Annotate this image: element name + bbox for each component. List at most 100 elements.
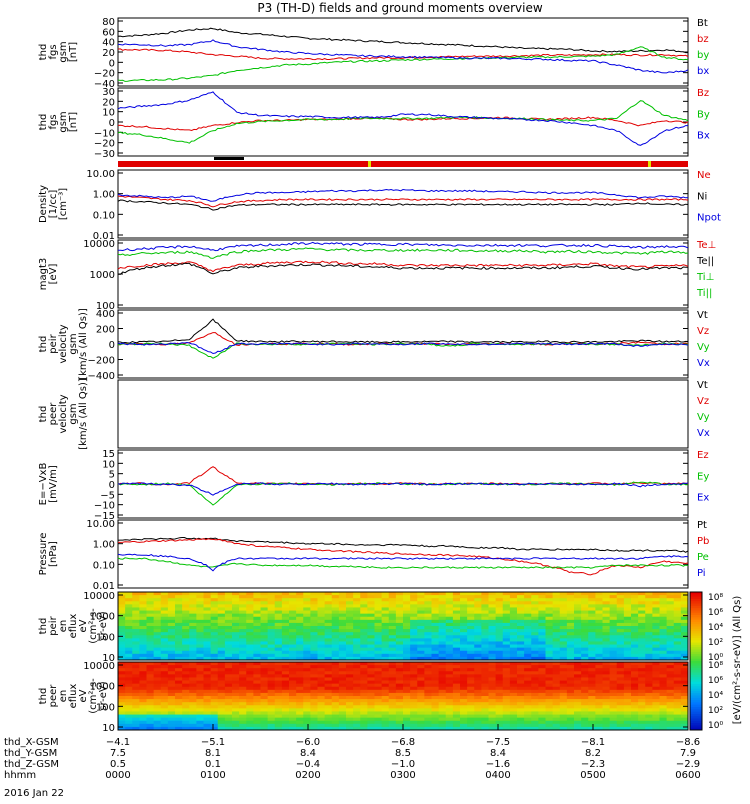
heatmap-cell bbox=[146, 699, 155, 703]
heatmap-cell bbox=[289, 692, 297, 697]
heatmap-cell bbox=[203, 604, 212, 608]
y-tick-label: −30 bbox=[94, 149, 115, 160]
heatmap-cell bbox=[652, 598, 660, 602]
heatmap-cell bbox=[438, 671, 447, 675]
heatmap-cell bbox=[324, 686, 333, 691]
heatmap-cell bbox=[595, 653, 603, 658]
heatmap-cell bbox=[118, 696, 126, 700]
heatmap-cell bbox=[346, 595, 354, 599]
heatmap-cell bbox=[445, 680, 454, 685]
heatmap-cell bbox=[196, 680, 204, 685]
heatmap-cell bbox=[267, 689, 276, 694]
heatmap-cell bbox=[623, 699, 632, 703]
heatmap-cell bbox=[502, 723, 511, 728]
heatmap-cell bbox=[224, 616, 233, 621]
heatmap-cell bbox=[367, 677, 375, 681]
x-row-value: 8.5 bbox=[395, 748, 411, 759]
heatmap-cell bbox=[431, 613, 440, 618]
heatmap-cell bbox=[203, 714, 212, 719]
heatmap-cell bbox=[246, 656, 254, 661]
heatmap-cell bbox=[481, 632, 489, 636]
heatmap-cell bbox=[246, 653, 254, 658]
heatmap-cell bbox=[196, 641, 204, 645]
legend-entry: bz bbox=[697, 34, 709, 45]
heatmap-cell bbox=[395, 613, 404, 618]
heatmap-cell bbox=[253, 671, 261, 675]
heatmap-cell bbox=[588, 705, 596, 709]
heatmap-cell bbox=[538, 610, 546, 615]
heatmap-cell bbox=[132, 632, 140, 636]
heatmap-cell bbox=[217, 638, 226, 642]
heatmap-cell bbox=[559, 598, 568, 602]
heatmap-cell bbox=[374, 595, 383, 599]
heatmap-cell bbox=[531, 601, 539, 605]
heatmap-cell bbox=[566, 653, 575, 658]
heatmap-cell bbox=[531, 699, 539, 703]
heatmap-cell bbox=[645, 708, 653, 712]
heatmap-cell bbox=[317, 674, 326, 678]
heatmap-cell bbox=[524, 656, 532, 661]
heatmap-cell bbox=[460, 598, 468, 602]
heatmap-cell bbox=[616, 595, 625, 599]
heatmap-cell bbox=[338, 702, 347, 706]
heatmap-cell bbox=[232, 689, 240, 694]
heatmap-cell bbox=[346, 644, 354, 649]
heatmap-cell bbox=[502, 674, 511, 678]
heatmap-cell bbox=[445, 629, 454, 633]
heatmap-cell bbox=[452, 613, 461, 618]
heatmap-cell bbox=[502, 705, 511, 709]
heatmap-cell bbox=[602, 613, 611, 618]
heatmap-cell bbox=[189, 674, 197, 678]
heatmap-cell bbox=[303, 607, 311, 611]
heatmap-cell bbox=[417, 644, 425, 649]
heatmap-cell bbox=[274, 702, 283, 706]
heatmap-cell bbox=[260, 638, 269, 642]
heatmap-cell bbox=[680, 626, 689, 630]
heatmap-cell bbox=[217, 726, 226, 731]
heatmap-cell bbox=[545, 650, 554, 655]
heatmap-cell bbox=[167, 595, 176, 599]
heatmap-cell bbox=[666, 674, 675, 678]
heatmap-cell bbox=[217, 662, 226, 666]
heatmap-cell bbox=[452, 641, 461, 645]
heatmap-cell bbox=[509, 650, 518, 655]
heatmap-cell bbox=[474, 601, 482, 605]
heatmap-cell bbox=[160, 656, 169, 661]
heatmap-cell bbox=[481, 616, 489, 621]
heatmap-cell bbox=[623, 702, 632, 706]
heatmap-cell bbox=[460, 622, 468, 627]
heatmap-cell bbox=[125, 598, 133, 602]
heatmap-cell bbox=[125, 711, 133, 715]
heatmap-cell bbox=[531, 714, 539, 719]
heatmap-cell bbox=[673, 647, 682, 652]
heatmap-cell bbox=[189, 656, 197, 661]
heatmap-cell bbox=[303, 671, 311, 675]
heatmap-cell bbox=[189, 671, 197, 675]
heatmap-cell bbox=[118, 720, 126, 725]
heatmap-cell bbox=[673, 601, 682, 605]
heatmap-cell bbox=[531, 595, 539, 599]
heatmap-cell bbox=[438, 607, 447, 611]
heatmap-cell bbox=[502, 668, 511, 672]
heatmap-cell bbox=[182, 683, 190, 688]
heatmap-cell bbox=[445, 686, 454, 691]
series-line-Pb bbox=[118, 538, 689, 576]
heatmap-cell bbox=[353, 702, 361, 706]
heatmap-cell bbox=[203, 702, 212, 706]
heatmap-cell bbox=[210, 668, 219, 672]
heatmap-cell bbox=[616, 626, 625, 630]
heatmap-cell bbox=[417, 626, 425, 630]
heatmap-cell bbox=[167, 677, 176, 681]
heatmap-cell bbox=[595, 717, 603, 722]
heatmap-cell bbox=[253, 607, 261, 611]
heatmap-cell bbox=[146, 598, 155, 602]
series-line-Bt bbox=[117, 27, 688, 54]
series-line-Bx bbox=[117, 91, 688, 146]
heatmap-cell bbox=[381, 601, 390, 605]
heatmap-cell bbox=[246, 686, 254, 691]
heatmap-cell bbox=[638, 720, 646, 725]
heatmap-cell bbox=[239, 683, 247, 688]
heatmap-cell bbox=[460, 647, 468, 652]
heatmap-cell bbox=[460, 708, 468, 712]
